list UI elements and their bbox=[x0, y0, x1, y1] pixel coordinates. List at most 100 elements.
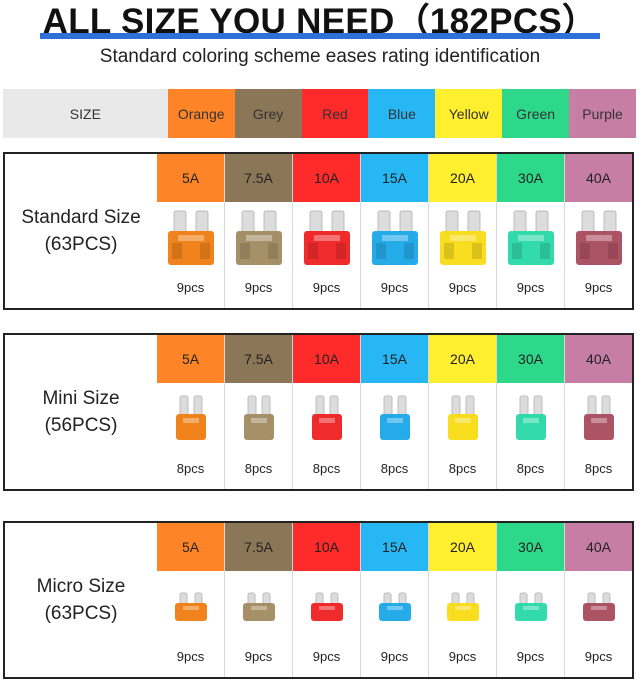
fuse-count: 8pcs bbox=[516, 461, 545, 476]
micro-fuse-icon bbox=[293, 571, 360, 645]
section-total: (63PCS) bbox=[44, 603, 118, 624]
micro-fuse-icon bbox=[565, 571, 632, 645]
fuse-column-grey: 7.5A 9pcs bbox=[224, 154, 292, 308]
fuse-column-green: 30A 9pcs bbox=[496, 154, 564, 308]
fuse-column-yellow: 20A 9pcs bbox=[428, 154, 496, 308]
standard-fuse-icon bbox=[429, 202, 496, 276]
color-header-green: Green bbox=[502, 89, 570, 138]
fuse-rating: 30A bbox=[497, 335, 564, 383]
mini-fuse-icon bbox=[225, 383, 292, 457]
fuse-count: 9pcs bbox=[448, 280, 477, 295]
color-header-grey: Grey bbox=[234, 89, 302, 138]
section-label: Mini Size (56PCS) bbox=[5, 335, 157, 489]
fuse-rating: 30A bbox=[497, 154, 564, 202]
standard-fuse-icon bbox=[565, 202, 632, 276]
standard-fuse-icon bbox=[225, 202, 292, 276]
fuse-column-yellow: 20A 8pcs bbox=[428, 335, 496, 489]
color-header-red: Red bbox=[301, 89, 369, 138]
fuse-count: 9pcs bbox=[516, 280, 545, 295]
section-name: Micro Size bbox=[36, 576, 126, 597]
fuse-column-orange: 5A 9pcs bbox=[157, 154, 224, 308]
standard-fuse-icon bbox=[157, 202, 224, 276]
micro-fuse-icon bbox=[497, 571, 564, 645]
mini-fuse-icon bbox=[361, 383, 428, 457]
fuse-column-red: 10A 9pcs bbox=[292, 154, 360, 308]
section-mini: Mini Size (56PCS) 5A 8pcs 7.5A 8pcs 10A 8pcs 1… bbox=[3, 333, 634, 491]
fuse-count: 8pcs bbox=[244, 461, 273, 476]
fuse-column-green: 30A 8pcs bbox=[496, 335, 564, 489]
fuse-rating: 40A bbox=[565, 154, 632, 202]
mini-fuse-icon bbox=[157, 383, 224, 457]
fuse-rating: 15A bbox=[361, 523, 428, 571]
fuse-column-red: 10A 8pcs bbox=[292, 335, 360, 489]
fuse-rating: 7.5A bbox=[225, 523, 292, 571]
fuse-count: 9pcs bbox=[176, 649, 205, 664]
fuse-rating: 5A bbox=[157, 154, 224, 202]
mini-fuse-icon bbox=[497, 383, 564, 457]
fuse-count: 8pcs bbox=[584, 461, 613, 476]
fuse-column-purple: 40A 9pcs bbox=[564, 523, 632, 677]
fuse-count: 8pcs bbox=[380, 461, 409, 476]
size-header-cell: SIZE bbox=[3, 89, 168, 138]
fuse-column-blue: 15A 8pcs bbox=[360, 335, 428, 489]
section-micro: Micro Size (63PCS) 5A 9pcs 7.5A 9pcs 10A 9pcs… bbox=[3, 521, 634, 679]
fuse-column-purple: 40A 8pcs bbox=[564, 335, 632, 489]
section-name: Standard Size bbox=[21, 207, 141, 228]
fuse-count: 9pcs bbox=[380, 280, 409, 295]
fuse-rating: 10A bbox=[293, 335, 360, 383]
fuse-count: 8pcs bbox=[176, 461, 205, 476]
fuse-count: 8pcs bbox=[448, 461, 477, 476]
fuse-rating: 5A bbox=[157, 523, 224, 571]
section-label: Micro Size (63PCS) bbox=[5, 523, 157, 677]
color-header-purple: Purple bbox=[569, 89, 636, 138]
fuse-column-grey: 7.5A 8pcs bbox=[224, 335, 292, 489]
fuse-rating: 20A bbox=[429, 523, 496, 571]
fuse-count: 9pcs bbox=[380, 649, 409, 664]
fuse-rating: 40A bbox=[565, 335, 632, 383]
micro-fuse-icon bbox=[361, 571, 428, 645]
micro-fuse-icon bbox=[429, 571, 496, 645]
fuse-rating: 10A bbox=[293, 523, 360, 571]
fuse-count: 9pcs bbox=[312, 649, 341, 664]
fuse-column-blue: 15A 9pcs bbox=[360, 523, 428, 677]
color-header-orange: Orange bbox=[167, 89, 235, 138]
fuse-column-yellow: 20A 9pcs bbox=[428, 523, 496, 677]
title-underline bbox=[40, 33, 600, 39]
fuse-rating: 30A bbox=[497, 523, 564, 571]
color-header-yellow: Yellow bbox=[435, 89, 503, 138]
fuse-column-orange: 5A 9pcs bbox=[157, 523, 224, 677]
fuse-column-green: 30A 9pcs bbox=[496, 523, 564, 677]
color-header-row: SIZE Orange Grey Red Blue Yellow Green Purple bbox=[3, 89, 636, 138]
fuse-column-grey: 7.5A 9pcs bbox=[224, 523, 292, 677]
fuse-count: 9pcs bbox=[312, 280, 341, 295]
fuse-rating: 20A bbox=[429, 154, 496, 202]
fuse-rating: 5A bbox=[157, 335, 224, 383]
fuse-count: 9pcs bbox=[244, 280, 273, 295]
fuse-column-orange: 5A 8pcs bbox=[157, 335, 224, 489]
fuse-count: 9pcs bbox=[584, 280, 613, 295]
fuse-column-blue: 15A 9pcs bbox=[360, 154, 428, 308]
section-total: (56PCS) bbox=[44, 415, 118, 436]
fuse-column-red: 10A 9pcs bbox=[292, 523, 360, 677]
section-name: Mini Size bbox=[42, 388, 120, 409]
standard-fuse-icon bbox=[497, 202, 564, 276]
mini-fuse-icon bbox=[429, 383, 496, 457]
mini-fuse-icon bbox=[293, 383, 360, 457]
fuse-count: 9pcs bbox=[448, 649, 477, 664]
fuse-count: 9pcs bbox=[516, 649, 545, 664]
color-header-blue: Blue bbox=[368, 89, 436, 138]
standard-fuse-icon bbox=[293, 202, 360, 276]
standard-fuse-icon bbox=[361, 202, 428, 276]
fuse-count: 9pcs bbox=[176, 280, 205, 295]
section-label: Standard Size (63PCS) bbox=[5, 154, 157, 308]
fuse-count: 9pcs bbox=[244, 649, 273, 664]
fuse-rating: 7.5A bbox=[225, 154, 292, 202]
fuse-rating: 10A bbox=[293, 154, 360, 202]
fuse-rating: 15A bbox=[361, 154, 428, 202]
fuse-count: 8pcs bbox=[312, 461, 341, 476]
mini-fuse-icon bbox=[565, 383, 632, 457]
section-standard: Standard Size (63PCS) 5A 9pcs 7.5A 9pcs 10A 9… bbox=[3, 152, 634, 310]
page-subtitle: Standard coloring scheme eases rating id… bbox=[99, 46, 541, 67]
fuse-column-purple: 40A 9pcs bbox=[564, 154, 632, 308]
fuse-rating: 20A bbox=[429, 335, 496, 383]
